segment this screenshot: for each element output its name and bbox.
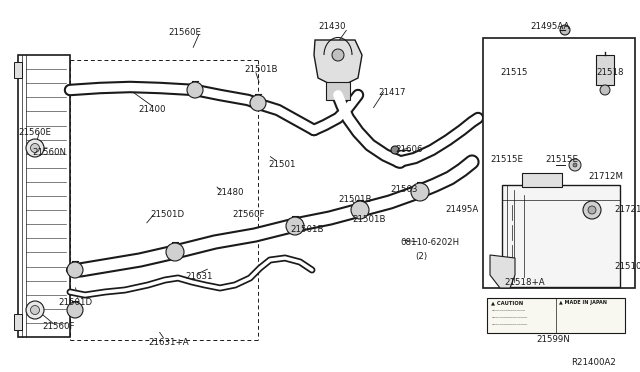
Text: 21417: 21417 <box>378 88 406 97</box>
Text: 21501D: 21501D <box>150 210 184 219</box>
Circle shape <box>600 85 610 95</box>
Text: 21560F: 21560F <box>232 210 264 219</box>
Text: 21560N: 21560N <box>32 148 66 157</box>
Bar <box>483 38 635 288</box>
Bar <box>596 55 614 85</box>
Text: 21501D: 21501D <box>58 298 92 307</box>
Text: 21599N: 21599N <box>536 335 570 344</box>
Circle shape <box>332 49 344 61</box>
Circle shape <box>511 148 525 162</box>
Text: 21515E: 21515E <box>545 155 578 164</box>
Text: 21518+A: 21518+A <box>504 278 545 287</box>
Circle shape <box>391 146 399 154</box>
Bar <box>522 173 562 187</box>
Polygon shape <box>490 255 515 288</box>
Text: 21515E: 21515E <box>490 155 523 164</box>
Circle shape <box>286 217 304 235</box>
Circle shape <box>67 262 83 278</box>
Text: 21515: 21515 <box>500 68 527 77</box>
Text: (2): (2) <box>415 252 427 261</box>
Circle shape <box>583 201 601 219</box>
Circle shape <box>31 144 40 153</box>
Text: 21400: 21400 <box>138 105 166 114</box>
Text: 21480: 21480 <box>216 188 243 197</box>
Text: 21501B: 21501B <box>290 225 323 234</box>
Text: 08110-6202H: 08110-6202H <box>400 238 459 247</box>
Bar <box>502 185 620 287</box>
Text: 21721: 21721 <box>614 205 640 214</box>
Text: ▲ CAUTION: ▲ CAUTION <box>491 300 524 305</box>
Text: 21712M: 21712M <box>588 172 623 181</box>
Text: 21430: 21430 <box>318 22 346 31</box>
Text: 21503: 21503 <box>390 185 417 194</box>
Text: 21560E: 21560E <box>18 128 51 137</box>
Circle shape <box>511 131 525 145</box>
Circle shape <box>560 25 570 35</box>
Text: 21631+A: 21631+A <box>148 338 189 347</box>
Text: 21501B: 21501B <box>244 65 278 74</box>
Circle shape <box>569 159 581 171</box>
Bar <box>487 298 625 333</box>
Text: ────────────────: ──────────────── <box>491 309 525 313</box>
Text: R21400A2: R21400A2 <box>571 358 616 367</box>
Text: 21501B: 21501B <box>352 215 385 224</box>
Text: ─────────────────: ───────────────── <box>491 316 527 320</box>
Circle shape <box>26 301 44 319</box>
Circle shape <box>26 139 44 157</box>
Circle shape <box>351 201 369 219</box>
Bar <box>14 62 22 78</box>
Text: 21518: 21518 <box>596 68 623 77</box>
Circle shape <box>411 183 429 201</box>
Bar <box>18 55 70 337</box>
Circle shape <box>67 302 83 318</box>
Text: ▲ MADE IN JAPAN: ▲ MADE IN JAPAN <box>559 300 607 305</box>
Circle shape <box>166 243 184 261</box>
Circle shape <box>588 206 596 214</box>
Polygon shape <box>314 40 362 88</box>
Circle shape <box>187 82 203 98</box>
Bar <box>14 314 22 330</box>
Text: 21631: 21631 <box>185 272 212 281</box>
Text: ─────────────────: ───────────────── <box>491 323 527 327</box>
Circle shape <box>250 95 266 111</box>
Text: 21510: 21510 <box>614 262 640 271</box>
Text: 21560F: 21560F <box>42 322 74 331</box>
Circle shape <box>573 163 577 167</box>
Circle shape <box>31 305 40 314</box>
Text: 21495AA: 21495AA <box>530 22 570 31</box>
Text: 21501: 21501 <box>268 160 296 169</box>
Text: 21495A: 21495A <box>445 205 478 214</box>
Text: 21560E: 21560E <box>168 28 202 37</box>
Text: 21501B: 21501B <box>338 195 371 204</box>
Bar <box>326 82 350 100</box>
Text: 21606: 21606 <box>395 145 422 154</box>
